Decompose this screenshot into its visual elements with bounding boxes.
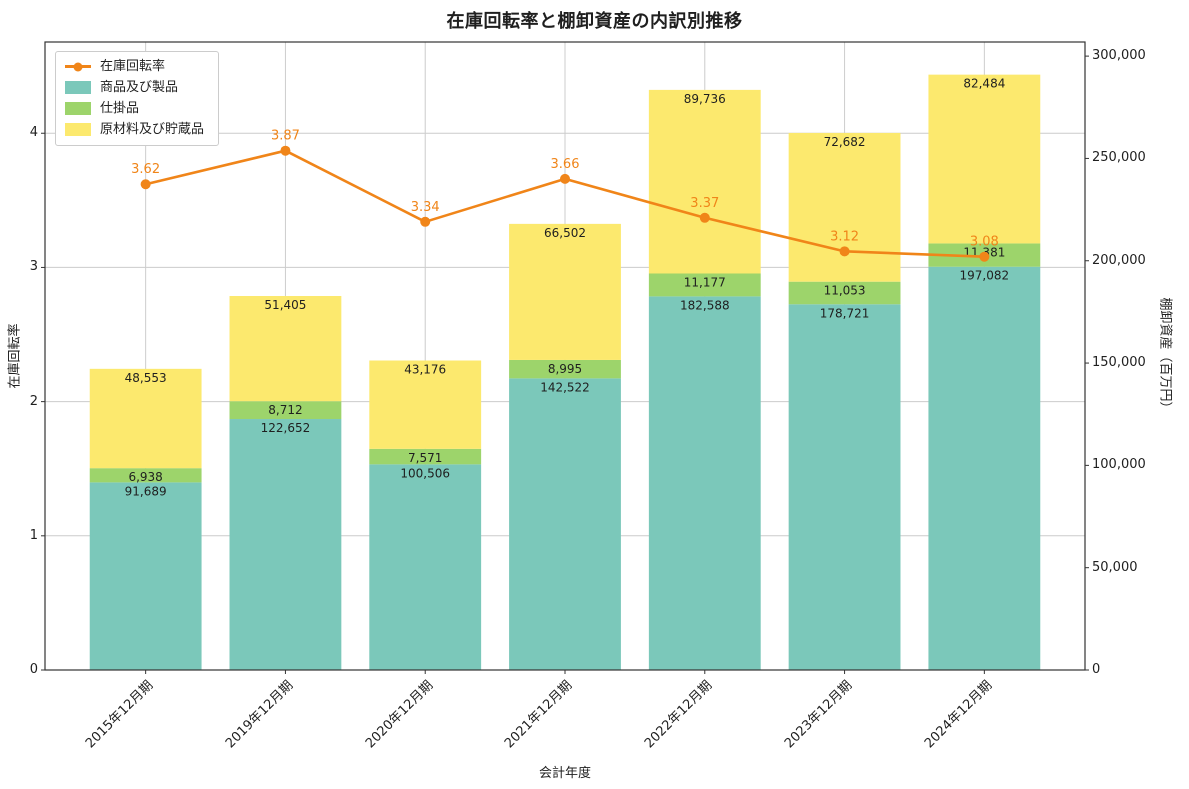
bar-segment	[369, 448, 482, 465]
right-axis-tick-label: 200,000	[1092, 252, 1146, 268]
bar-segment	[229, 419, 342, 670]
bar-segment-value-label: 100,506	[400, 466, 450, 480]
bar-segment-value-label: 82,484	[963, 77, 1005, 91]
left-axis-tick-label: 0	[29, 662, 38, 677]
line-value-label: 3.66	[551, 157, 580, 172]
bar-segment-value-label: 122,652	[261, 421, 311, 435]
bar-segment-value-label: 11,053	[824, 284, 866, 298]
bar-segment-value-label: 43,176	[404, 362, 446, 376]
bar-segment	[788, 281, 901, 305]
right-axis-tick-label: 250,000	[1092, 150, 1146, 166]
bar-segment	[89, 482, 202, 670]
line-value-label: 3.87	[271, 129, 300, 144]
bar-segment	[369, 360, 482, 449]
right-axis-title: 棚卸資産（百万円）	[1157, 297, 1173, 415]
bar-segment	[928, 74, 1041, 244]
left-axis-tick-label: 2	[29, 393, 38, 409]
right-axis-tick-label: 150,000	[1092, 355, 1146, 371]
bar-segment	[509, 359, 621, 379]
bar-segment-value-label: 89,736	[684, 92, 726, 106]
x-axis-title: 会計年度	[538, 766, 591, 781]
bar-segment	[648, 296, 761, 670]
bar-segment	[229, 296, 342, 402]
line-value-label: 3.12	[830, 229, 859, 244]
bar-segment	[89, 368, 202, 469]
right-axis-tick-label: 50,000	[1092, 559, 1138, 575]
line-point-marker	[280, 145, 291, 156]
legend-item-raw-materials: 原材料及び貯蔵品	[65, 122, 204, 137]
bar-segment	[229, 401, 342, 420]
line-value-label: 3.34	[411, 200, 440, 215]
bar-segment	[648, 273, 761, 297]
legend: 在庫回転率 商品及び製品 仕掛品 原材料及び貯蔵品	[55, 51, 220, 146]
line-point-marker	[420, 216, 431, 227]
bar-segment-value-label: 142,522	[540, 380, 590, 394]
legend-item-turnover: 在庫回転率	[65, 59, 204, 74]
bar-segment	[89, 468, 202, 483]
bar-segment-value-label: 8,995	[548, 362, 582, 376]
left-axis-tick-label: 1	[29, 527, 38, 543]
legend-item-wip: 仕掛品	[65, 101, 204, 116]
legend-label-turnover: 在庫回転率	[100, 59, 166, 74]
bar-segment	[509, 378, 621, 670]
right-axis-tick-label: 0	[1092, 662, 1101, 677]
line-marker-icon	[65, 62, 91, 71]
bar-segment	[648, 89, 761, 274]
bar-segment	[928, 266, 1041, 670]
bar-segment-value-label: 182,588	[680, 298, 730, 312]
bar-segment-value-label: 91,689	[125, 484, 167, 498]
line-point-marker	[699, 212, 710, 223]
line-point-marker	[979, 251, 990, 262]
legend-item-products: 商品及び製品	[65, 80, 204, 95]
chart-title: 在庫回転率と棚卸資産の内訳別推移	[446, 11, 743, 32]
bar-segment-value-label: 72,682	[824, 135, 866, 149]
line-value-label: 3.62	[131, 162, 160, 177]
right-axis-tick-label: 100,000	[1092, 457, 1146, 473]
bar-segment-value-label: 51,405	[264, 298, 306, 312]
series-swatch-icon	[65, 123, 91, 136]
left-axis-tick-label: 4	[29, 125, 38, 141]
line-value-label: 3.37	[690, 196, 719, 211]
bar-segment-value-label: 197,082	[960, 269, 1010, 283]
line-value-label: 3.08	[970, 235, 999, 250]
left-axis-title: 在庫回転率	[7, 323, 23, 389]
bar-segment	[509, 223, 621, 360]
bar-segment-value-label: 11,177	[684, 276, 726, 290]
legend-label-products: 商品及び製品	[100, 80, 179, 95]
bar-segment-value-label: 6,938	[128, 470, 162, 484]
bar-segment	[788, 132, 901, 282]
series-swatch-icon	[65, 81, 91, 94]
bar-segment-value-label: 8,712	[268, 403, 302, 417]
circle-marker-icon	[73, 62, 83, 71]
bar-segment-value-label: 48,553	[125, 371, 167, 385]
right-axis-tick-label: 300,000	[1092, 48, 1146, 64]
bar-segment-value-label: 178,721	[820, 306, 870, 320]
legend-label-wip: 仕掛品	[100, 101, 140, 116]
bar-segment-value-label: 66,502	[544, 226, 586, 240]
line-point-marker	[839, 246, 850, 257]
bar-segment-value-label: 7,571	[408, 451, 442, 465]
line-point-marker	[140, 179, 151, 190]
bar-segment	[788, 304, 901, 670]
series-swatch-icon	[65, 102, 91, 115]
legend-label-raw-materials: 原材料及び貯蔵品	[100, 122, 205, 137]
left-axis-tick-label: 3	[29, 259, 38, 275]
bar-segment	[369, 464, 482, 670]
line-point-marker	[560, 173, 570, 184]
